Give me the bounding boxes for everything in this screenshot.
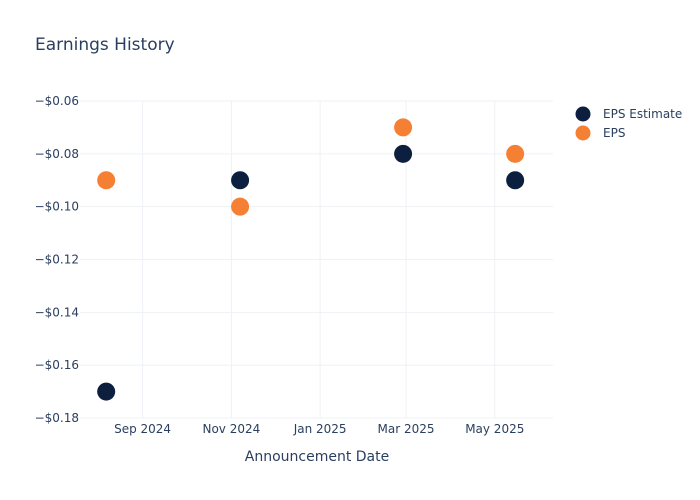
eps-estimate-point[interactable] [97,382,116,401]
data-points [97,118,525,401]
x-tick-label: Jan 2025 [293,422,347,436]
x-tick-label: Sep 2024 [114,422,171,436]
legend[interactable]: EPS Estimate EPS [575,106,683,141]
legend-label: EPS [603,126,625,140]
y-tick-label: −$0.18 [35,411,79,425]
y-axis-ticks: −$0.06 −$0.08 −$0.10 −$0.12 −$0.14 −$0.16 −$0.… [35,94,79,425]
grid [80,100,553,419]
x-tick-label: Mar 2025 [378,422,435,436]
x-axis-title: Announcement Date [245,449,389,465]
y-tick-label: −$0.12 [35,253,79,267]
x-axis-ticks: Sep 2024 Nov 2024 Jan 2025 Mar 2025 May 2025 [114,422,524,436]
y-tick-label: −$0.16 [35,358,79,372]
y-tick-label: −$0.10 [35,200,79,214]
eps-point[interactable] [231,197,250,216]
legend-marker [575,106,591,122]
y-tick-label: −$0.08 [35,147,79,161]
chart-title: Earnings History [35,35,175,55]
y-tick-label: −$0.14 [35,305,79,319]
legend-label: EPS Estimate [603,107,682,121]
legend-marker [575,125,591,141]
eps-point[interactable] [97,171,116,190]
eps-estimate-point[interactable] [506,171,525,190]
eps-point[interactable] [394,118,413,137]
eps-estimate-point[interactable] [394,144,413,163]
x-tick-label: May 2025 [465,422,524,436]
legend-item-eps-estimate[interactable]: EPS Estimate [575,106,683,122]
y-tick-label: −$0.06 [35,94,79,108]
eps-estimate-point[interactable] [231,171,250,190]
x-tick-label: Nov 2024 [202,422,260,436]
eps-point[interactable] [506,144,525,163]
legend-item-eps[interactable]: EPS [575,125,626,141]
